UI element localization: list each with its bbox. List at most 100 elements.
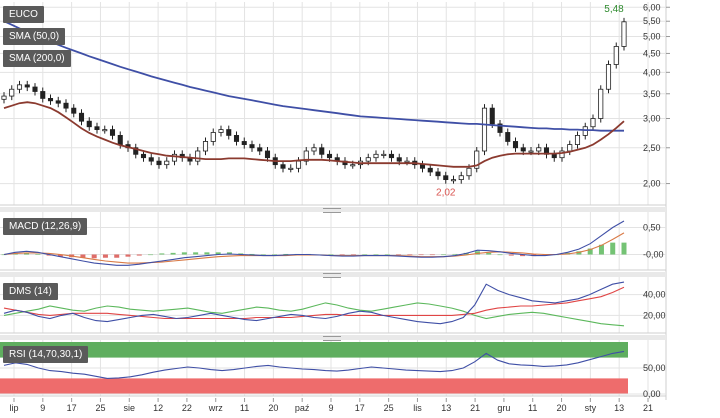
macd-line <box>3 220 625 266</box>
macd-label[interactable]: MACD (12,26,9) <box>3 218 88 235</box>
sma50-label[interactable]: SMA (50,0) <box>3 28 66 45</box>
candle <box>303 150 309 162</box>
rsi-axis-tick: 0,00 <box>643 389 661 399</box>
adx-line <box>3 286 625 320</box>
candle <box>210 132 216 142</box>
candle <box>264 150 271 159</box>
rsi-oversold-zone <box>0 378 628 394</box>
date-axis-tick: 20 <box>268 403 278 413</box>
candle <box>164 160 170 166</box>
candle <box>195 150 201 162</box>
candle <box>249 144 255 149</box>
price-axis-tick: 5,00 <box>643 32 661 42</box>
candle <box>536 147 542 152</box>
macd-histogram-bar <box>170 252 176 255</box>
date-axis-tick: 13 <box>614 403 624 413</box>
candle <box>621 21 627 47</box>
candle <box>16 84 23 90</box>
candle <box>365 157 371 162</box>
panel-divider-rsi[interactable] <box>0 335 666 341</box>
dms-axis-tick: 20,00 <box>643 310 666 320</box>
price-axis-tick: 2,00 <box>643 179 661 189</box>
date-axis-tick: lip <box>9 403 18 413</box>
macd-histogram-bar <box>407 254 413 256</box>
macd-histogram-bar <box>181 252 187 255</box>
candle <box>505 132 511 142</box>
macd-histogram-bar <box>328 254 334 256</box>
candle <box>450 179 457 182</box>
macd-histogram-bar <box>215 252 221 255</box>
candle <box>613 46 619 65</box>
date-axis-tick: 21 <box>470 403 480 413</box>
date-axis-tick: 22 <box>182 403 192 413</box>
macd-histogram-bar <box>35 253 41 255</box>
candle <box>567 144 573 152</box>
resize-grip-icon[interactable] <box>323 273 341 278</box>
candle <box>528 150 534 153</box>
candle <box>590 118 596 128</box>
macd-histogram-bar <box>283 253 289 255</box>
resize-grip-icon[interactable] <box>323 336 341 341</box>
candle <box>396 157 402 162</box>
panel-divider-dms[interactable] <box>0 272 666 278</box>
candle <box>156 160 162 166</box>
candle <box>404 160 410 163</box>
macd-histogram-bar <box>452 253 458 255</box>
candle <box>427 167 433 173</box>
candle <box>94 126 100 130</box>
candle <box>280 164 286 169</box>
macd-histogram-bar <box>91 254 97 259</box>
macd-histogram-bar <box>136 254 142 256</box>
rsi-label[interactable]: RSI (14,70,30,1) <box>3 346 89 363</box>
sma200-label[interactable]: SMA (200,0) <box>3 50 71 67</box>
candle <box>109 129 116 136</box>
resize-grip-icon[interactable] <box>323 208 341 213</box>
macd-histogram-bar <box>576 251 582 255</box>
panel-divider-macd[interactable] <box>0 207 666 213</box>
macd-histogram-bar <box>57 254 63 257</box>
macd-histogram-bar <box>1 254 7 256</box>
candle <box>419 164 426 169</box>
ticker-label[interactable]: EUCO <box>3 6 44 23</box>
dms-label[interactable]: DMS (14) <box>3 283 58 300</box>
candle <box>443 175 449 181</box>
candle <box>598 88 604 119</box>
macd-histogram-bar <box>418 254 424 256</box>
low-price-label: 2,02 <box>436 188 456 199</box>
date-axis-tick: 9 <box>328 403 333 413</box>
candle <box>40 91 46 99</box>
candle <box>381 153 387 156</box>
macd-signal-line <box>3 232 625 264</box>
macd-histogram-bar <box>125 254 131 257</box>
date-axis-tick: sie <box>124 403 136 413</box>
candle <box>24 84 30 88</box>
macd-histogram-bar <box>384 254 390 256</box>
candle <box>551 153 557 159</box>
candle <box>47 98 54 102</box>
candle <box>71 107 77 114</box>
price-axis-tick: 4,50 <box>643 48 661 58</box>
macd-histogram-bar <box>587 248 593 255</box>
candle <box>55 100 61 104</box>
date-axis-tick: 11 <box>528 403 537 413</box>
candle <box>582 126 588 136</box>
price-axis-tick: 5,50 <box>643 16 661 26</box>
candle <box>117 135 123 145</box>
candle <box>295 160 302 169</box>
candle <box>474 150 480 169</box>
macd-histogram-bar <box>441 254 447 256</box>
macd-axis-tick: 0,50 <box>643 223 661 233</box>
macd-histogram-bar <box>373 254 379 256</box>
candle <box>319 147 325 155</box>
candle <box>218 129 224 133</box>
candle <box>326 153 333 159</box>
candle <box>233 135 240 142</box>
macd-histogram-bar <box>24 252 30 255</box>
sma200-line <box>3 20 624 132</box>
date-axis-tick: lis <box>413 403 422 413</box>
macd-histogram-bar <box>508 254 514 256</box>
macd-histogram-bar <box>429 254 435 256</box>
macd-histogram-bar <box>249 253 255 255</box>
macd-histogram-bar <box>114 254 120 258</box>
